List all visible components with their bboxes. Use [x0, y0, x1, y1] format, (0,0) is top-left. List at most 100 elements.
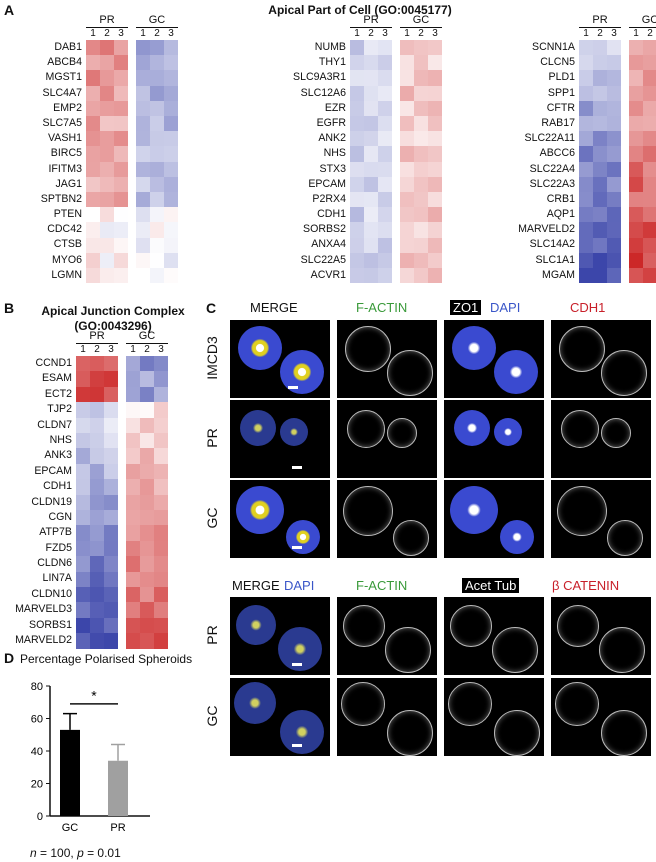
micrograph: [551, 597, 651, 675]
spheroid: [387, 350, 433, 396]
heatmap-cell: [90, 448, 104, 464]
heatmap-cell: [414, 146, 428, 162]
spheroid: [494, 350, 538, 394]
heatmap-cell: [150, 222, 164, 238]
heatmap-cell: [414, 252, 428, 268]
gene-label: CDH1: [317, 208, 346, 221]
spheroid: [286, 520, 320, 554]
heatmap-cell: [643, 116, 656, 132]
heatmap-cell: [86, 207, 100, 223]
heatmap-cell: [643, 176, 656, 192]
heatmap-cell: [90, 510, 104, 526]
heatmap-cell: [579, 268, 593, 284]
footnote-end: = 0.01: [83, 846, 121, 860]
heatmap-cell: [629, 192, 643, 208]
gene-label: ATP7B: [39, 526, 72, 539]
heatmap-cell: [414, 70, 428, 86]
replicate-numbers: 123: [629, 28, 656, 39]
heatmap-cell: [90, 556, 104, 572]
heatmap-cell: [350, 161, 364, 177]
heatmap-cell: [350, 146, 364, 162]
replicate-number: 3: [158, 344, 164, 355]
heatmap-cell: [126, 525, 140, 541]
group-underline: [76, 343, 118, 344]
heatmap-cell: [86, 222, 100, 238]
gene-label: CLDN6: [37, 557, 72, 570]
channel-header: β CATENIN: [552, 578, 620, 593]
heatmap-cell: [100, 85, 114, 101]
heatmap-cell: [154, 525, 168, 541]
gene-label: EMP2: [53, 101, 82, 114]
heatmap-cell: [76, 540, 90, 557]
heatmap-cell: [364, 237, 378, 253]
replicate-number: 1: [80, 344, 86, 355]
gene-label: CCND1: [35, 357, 73, 369]
heatmap-cell: [86, 176, 100, 192]
heatmap-cell: [629, 222, 643, 238]
heatmap-cell: [428, 237, 442, 253]
spheroid: [280, 710, 324, 754]
heatmap-cell: [593, 100, 607, 116]
heatmap-cell: [100, 176, 114, 192]
gene-label: RAB17: [541, 116, 575, 129]
replicate-number: 1: [404, 28, 410, 39]
micrograph: [444, 480, 544, 558]
heatmap-cell: [378, 85, 392, 101]
heatmap-cell: [593, 161, 607, 177]
heatmap-cell: [126, 479, 140, 495]
heatmap-cell: [629, 85, 643, 101]
heatmap-cell: [593, 40, 607, 56]
heatmap-cell: [607, 146, 621, 162]
heatmap-cell: [90, 479, 104, 495]
heatmap-cell: [400, 85, 414, 101]
heatmap-cell: [90, 494, 104, 510]
channel-header: F-ACTIN: [356, 578, 408, 593]
heatmap-cell: [76, 448, 90, 464]
spheroid: [559, 326, 605, 372]
spheroid: [393, 520, 429, 556]
heatmap-cell: [428, 131, 442, 147]
heatmap-cell: [428, 40, 442, 56]
spheroid: [557, 486, 607, 536]
heatmap-cell: [90, 540, 104, 557]
replicate-number: 2: [647, 28, 653, 39]
heatmap-cell: [100, 252, 114, 268]
heatmap-cell: [104, 463, 118, 480]
gene-label: MGST1: [45, 71, 83, 84]
spheroid: [343, 486, 393, 536]
heatmap-cell: [126, 356, 140, 372]
y-tick-label: 60: [31, 714, 43, 726]
heatmap-cell: [140, 417, 154, 433]
heatmap-cell: [104, 587, 118, 603]
heatmap-cell: [140, 494, 154, 510]
gene-label: SCNN1A: [532, 41, 575, 53]
row-label: GC: [204, 507, 220, 529]
heatmap-cell: [114, 268, 128, 284]
heatmap-cell: [350, 116, 364, 132]
heatmap-cell: [414, 85, 428, 101]
scale-bar: [292, 466, 302, 469]
gene-label: DAB1: [54, 41, 82, 53]
heatmap-cell: [76, 479, 90, 495]
heatmap-cell: [579, 252, 593, 268]
heatmap-cell: [629, 237, 643, 253]
channel-header: DAPI: [284, 578, 315, 593]
micrograph: [230, 320, 330, 398]
heatmap-cell: [643, 85, 656, 101]
heatmap-cell: [364, 55, 378, 71]
panel-letter-c: C: [206, 300, 217, 316]
heatmap-cell: [100, 146, 114, 162]
heatmap-cell: [150, 85, 164, 101]
group-underline: [136, 27, 178, 28]
heatmap-cell: [136, 55, 150, 71]
spheroid: [234, 682, 276, 724]
gene-label: MARVELD2: [15, 634, 72, 647]
group-label: GC: [148, 14, 166, 26]
heatmap-cell: [126, 371, 140, 387]
heatmap-cell: [114, 55, 128, 71]
footnote-n: n: [30, 846, 37, 860]
heatmap-cell: [100, 222, 114, 238]
heatmap-cell: [76, 571, 90, 587]
heatmap-cell: [164, 70, 178, 86]
bar-pr: [108, 760, 128, 816]
